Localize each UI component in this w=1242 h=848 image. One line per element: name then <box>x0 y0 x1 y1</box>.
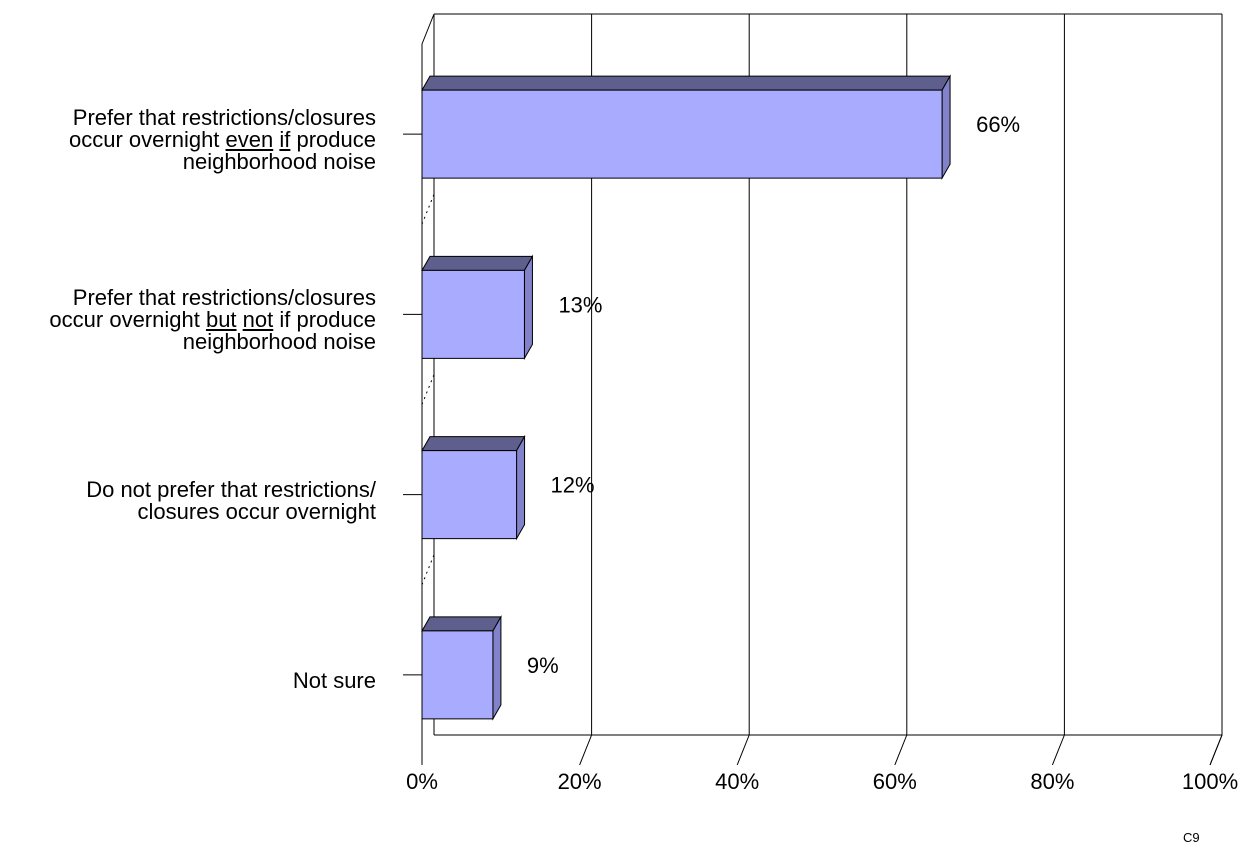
underlined-text: but <box>205 307 237 333</box>
bar-top-face <box>421 436 526 452</box>
data-label: 12% <box>551 473 595 498</box>
category-separator <box>421 374 435 405</box>
bar-side-face <box>941 74 951 181</box>
label-text: neighborhood noise <box>182 149 376 175</box>
y-category-label: Prefer that restrictions/closures occur o… <box>49 287 376 353</box>
label-text: Prefer that restrictions/closures <box>72 105 376 131</box>
y-category-label: Prefer that restrictions/closures occur o… <box>69 107 376 173</box>
bar-top-face <box>421 255 534 271</box>
data-labels: 66% 13% 12% 9% <box>527 112 1020 678</box>
x-tick-label: 60% <box>873 769 917 794</box>
label-text: occur overnight <box>69 127 226 153</box>
data-label: 9% <box>527 653 559 678</box>
data-label: 66% <box>976 112 1020 137</box>
category-label-line: neighborhood noise <box>49 331 376 353</box>
bar-side-face <box>492 614 502 721</box>
label-text: Do not prefer that restrictions/ <box>86 476 376 502</box>
label-text: Prefer that restrictions/closures <box>72 285 376 311</box>
category-label-line: Not sure <box>292 667 376 693</box>
bar <box>421 89 943 179</box>
label-text: occur overnight <box>49 307 206 333</box>
floor-gridline <box>894 734 908 766</box>
y-category-label: Do not prefer that restrictions/closures… <box>86 476 376 524</box>
category-label-line: occur overnight even if produce <box>69 129 376 151</box>
wall-top-edge <box>421 13 435 45</box>
floor-gridline <box>736 734 750 766</box>
x-tick-label: 80% <box>1030 769 1074 794</box>
category-label-line: occur overnight but not if produce <box>49 309 376 331</box>
category-separator <box>421 554 435 585</box>
x-tick-label: 0% <box>406 769 438 794</box>
x-axis-ticks: 0% 20% 40% 60% 80% 100% <box>406 769 1238 794</box>
label-text: neighborhood noise <box>182 329 376 355</box>
label-text: Not sure <box>292 667 376 693</box>
category-label-line: Prefer that restrictions/closures <box>49 287 376 309</box>
floor-gridline <box>1209 734 1223 766</box>
floor-gridline <box>1051 734 1065 766</box>
underlined-text: not <box>242 307 274 333</box>
x-tick-label: 100% <box>1182 769 1238 794</box>
bar-side-face <box>523 254 533 361</box>
footnote: C9 <box>1183 830 1200 845</box>
underlined-text: even <box>225 127 274 153</box>
category-label-line: Prefer that restrictions/closures <box>69 107 376 129</box>
floor-gridline <box>579 734 593 766</box>
bar-side-face <box>516 434 526 541</box>
label-text: produce <box>290 127 376 153</box>
y-category-label: Not sure <box>292 667 376 693</box>
bar-top-face <box>421 75 951 91</box>
bar-top-face <box>421 616 502 632</box>
x-tick-label: 20% <box>558 769 602 794</box>
label-text: if produce <box>273 307 376 333</box>
underlined-text: if <box>279 127 291 153</box>
bars <box>421 74 951 721</box>
category-label-line: closures occur overnight <box>86 498 376 524</box>
label-text: closures occur overnight <box>137 498 376 524</box>
category-separator <box>421 194 435 225</box>
bar <box>421 450 518 540</box>
bar <box>421 269 525 359</box>
category-label-line: Do not prefer that restrictions/ <box>86 476 376 502</box>
category-label-line: neighborhood noise <box>69 151 376 173</box>
bar <box>421 630 494 720</box>
x-tick-label: 40% <box>715 769 759 794</box>
data-label: 13% <box>558 292 602 317</box>
